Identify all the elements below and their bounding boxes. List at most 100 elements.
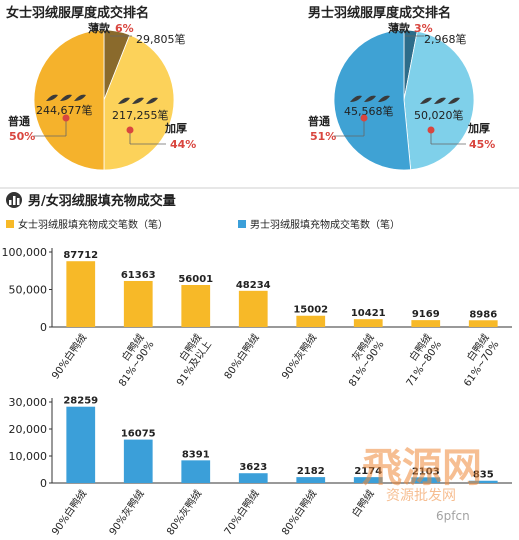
x-tick-label: 70%白鸭绒 — [221, 487, 262, 536]
feather-icon — [364, 95, 376, 102]
men-thick-name: 加厚 — [467, 121, 490, 135]
feather-icon — [132, 97, 144, 104]
bar-value-label: 835 — [473, 470, 494, 481]
bar-value-label: 8986 — [469, 309, 497, 320]
men-normal-pct: 51% — [310, 130, 336, 143]
y-tick-label: 30,000 — [9, 396, 48, 409]
bar-value-label: 15002 — [293, 305, 328, 316]
x-tick-label-line: 90%白鸭绒 — [49, 487, 90, 536]
feather-icon — [46, 94, 58, 101]
bar — [296, 477, 326, 483]
x-tick-label: 80%白鸭绒 — [279, 487, 320, 536]
men-thin-count: 2,968笔 — [424, 32, 467, 46]
x-tick-label: 白鸭绒81%~90% — [106, 331, 157, 389]
x-tick-label-line: 80%灰鸭绒 — [164, 487, 205, 536]
women-normal-count: 244,677笔 — [36, 103, 93, 117]
bar-value-label: 28259 — [63, 396, 98, 407]
feather-icon — [118, 97, 130, 104]
feather-icon — [74, 94, 86, 101]
bar — [238, 290, 268, 327]
section-header: 男/女羽绒服填充物成交量 — [0, 187, 519, 209]
y-tick-label: 0 — [40, 321, 47, 334]
watermark: 飛源网 资源批发网 6pfcn — [362, 445, 482, 523]
bar-value-label: 2174 — [354, 466, 382, 477]
women-thin-pct: 6% — [115, 22, 134, 35]
bar — [238, 473, 268, 483]
bar-value-label: 2103 — [412, 466, 440, 477]
bar-value-label: 61363 — [121, 270, 156, 281]
feather-icon — [350, 95, 390, 102]
x-tick-label-line: 80%白鸭绒 — [279, 487, 320, 536]
y-tick-label: 100,000 — [2, 246, 48, 259]
x-tick-label-line: 90%灰鸭绒 — [106, 487, 147, 536]
feather-icon — [146, 97, 158, 104]
legend-label-men: 男士羽绒服填充物成交笔数（笔） — [250, 218, 400, 231]
feather-icon — [60, 94, 72, 101]
bar-value-label: 16075 — [121, 429, 156, 440]
women-normal-name: 普通 — [8, 114, 30, 128]
feather-icon — [350, 95, 362, 102]
bar — [468, 480, 498, 483]
bar — [181, 284, 211, 327]
x-tick-label: 80%白鸭绒 — [221, 331, 262, 381]
bar-value-label: 56001 — [178, 274, 213, 285]
bar-value-label: 2182 — [297, 466, 325, 477]
men-thin-name: 薄款 — [388, 21, 411, 35]
men-thick-count: 50,020笔 — [414, 108, 464, 122]
women-pie-title: 女士羽绒服厚度成交排名 — [6, 5, 149, 21]
feather-icon — [434, 97, 446, 104]
x-tick-label: 白鸭绒71%~80% — [393, 331, 444, 389]
x-tick-label: 90%灰鸭绒 — [279, 331, 320, 381]
x-tick-label: 90%白鸭绒 — [49, 487, 90, 536]
feather-icon — [118, 97, 158, 104]
pin-icon — [427, 126, 435, 134]
y-tick-label: 10,000 — [9, 450, 48, 463]
feather-icon — [420, 97, 460, 104]
bar — [296, 315, 326, 327]
bar — [353, 319, 383, 327]
women-normal-pct: 50% — [9, 130, 35, 143]
x-tick-label: 90%白鸭绒 — [49, 331, 90, 381]
bar — [123, 439, 153, 483]
bar — [353, 477, 383, 483]
bar — [181, 460, 211, 483]
x-tick-label: 白鸭绒91%及以上 — [164, 331, 214, 388]
feather-icon — [378, 95, 390, 102]
x-tick-label-line: 90%白鸭绒 — [49, 331, 90, 381]
bar-value-label: 10421 — [351, 308, 386, 319]
watermark-subtitle: 资源批发网 — [386, 488, 456, 504]
bar — [66, 261, 96, 327]
feather-icon — [46, 94, 86, 101]
women-thick-count: 217,255笔 — [112, 108, 169, 122]
feather-icon — [420, 97, 432, 104]
x-tick-label: 90%灰鸭绒 — [106, 487, 147, 536]
feather-icon — [448, 97, 460, 104]
bar — [123, 280, 153, 327]
y-tick-label: 0 — [40, 477, 47, 490]
men-normal-name: 普通 — [308, 114, 330, 128]
x-tick-label-line: 70%白鸭绒 — [221, 487, 262, 536]
legend: 女士羽绒服填充物成交笔数（笔） 男士羽绒服填充物成交笔数（笔） — [6, 218, 400, 231]
men-thick-pct: 45% — [469, 138, 495, 151]
pie-slice-normal — [33, 29, 105, 171]
bar — [411, 477, 441, 483]
x-tick-label-line: 90%灰鸭绒 — [279, 331, 320, 381]
x-tick-label-line: 80%白鸭绒 — [221, 331, 262, 381]
pie-slice-normal — [333, 29, 412, 171]
women-thick-name: 加厚 — [164, 121, 187, 135]
x-tick-label-line: 白鸭绒 — [349, 487, 377, 519]
legend-label-women: 女士羽绒服填充物成交笔数（笔） — [18, 218, 168, 231]
pin-icon — [126, 126, 134, 134]
men-pie: 男士羽绒服厚度成交排名 薄款 3% 2,968笔 45,568笔 50,020笔… — [308, 5, 495, 171]
y-tick-label: 50,000 — [9, 284, 48, 297]
bar — [411, 320, 441, 327]
women-pie: 女士羽绒服厚度成交排名 薄款 6% 29,805笔 244,677笔 217,2… — [6, 5, 196, 171]
men-thin-pct: 3% — [414, 22, 433, 35]
x-tick-label: 白鸭绒61%~70% — [451, 331, 502, 389]
legend-swatch-women — [6, 220, 14, 228]
x-tick-label: 80%灰鸭绒 — [164, 487, 205, 536]
bar-chart-icon — [6, 192, 22, 208]
women-bar-chart: 0 50,000 100,000 87712 90%白鸭绒 61363 白鸭绒81%~90%… — [2, 246, 512, 389]
